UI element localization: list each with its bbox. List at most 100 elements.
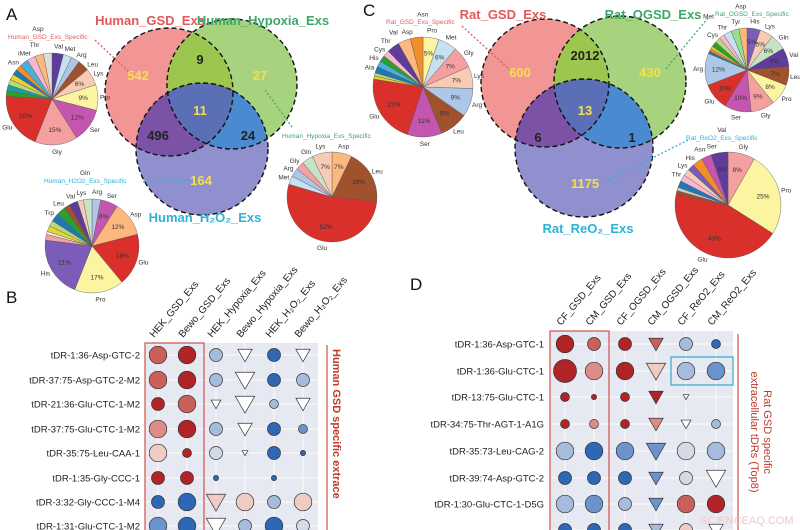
pie-slice-percent: 22% [387, 102, 400, 109]
panel-label-d: D [410, 275, 422, 294]
pie-slice-label: Val [789, 52, 798, 59]
pie-slice-label: Lys [474, 73, 485, 80]
pie-rat-reo2-specific: Rat_ReO2_Exs_Specific Gly 8% Pro 25% Glu 43% Th… [672, 127, 792, 263]
pie-slice-percent: 18% [116, 253, 129, 260]
pie-slice-label: Tyr [731, 19, 741, 26]
dot-triangle [645, 362, 667, 381]
pie-slice-percent: 7% [334, 164, 344, 171]
pie-slice-glu [674, 193, 773, 259]
dot-triangle [705, 469, 727, 488]
pie-rat-gsd-specific: Rat_GSD_Exs_Specific Pro 5% Met 6% Gly 7% Lys 7%… [365, 11, 485, 148]
row-label: tDR-1:36-Asp-GTC-2 [51, 351, 140, 362]
pie-slice-label: Leu [790, 74, 800, 81]
dot-circle [615, 361, 635, 381]
dot-circle [676, 361, 696, 381]
dot-circle [587, 523, 601, 530]
pie-slice-label: Ser [731, 115, 742, 122]
venn-diagram-human: Human_GSD_Exs Human_Hypoxia_Exs Human_H₂… [94, 13, 329, 225]
dot-circle [298, 424, 308, 434]
pie-slice-lys [312, 151, 333, 198]
pie-slice-percent: 8% [765, 84, 775, 91]
pie-slice-label: Gly [52, 149, 63, 156]
pie-human-h2o2-specific: Human_H2O2_Exs_Specific Arg Ser 6% Asp 12% Glu… [41, 170, 149, 303]
pie-slice-percent: 7% [452, 78, 462, 85]
pie-slice-percent: 10% [719, 85, 732, 92]
pie-slice-label: Thr [717, 24, 728, 31]
dot-circle [560, 419, 570, 429]
pie-slice-label: Val [66, 193, 75, 200]
pie-slice-label: Cys [374, 47, 386, 54]
pie-title: Human_H2O2_Exs_Specific [44, 178, 127, 185]
dot-circle [618, 337, 632, 351]
gsd-columns-highlight-box [144, 342, 205, 530]
pie-slice-label: Gly [739, 144, 750, 151]
pie-slice-percent: 9% [79, 95, 89, 102]
pie-slice-label: Pro [95, 296, 106, 303]
pie-slice-asn [410, 36, 424, 88]
pie-slice-label: Ala [365, 64, 375, 71]
venn-set-label-human-h2o2: Human_H₂O₂_Exs [149, 210, 262, 225]
venn-set-label-rat-reo2: Rat_ReO₂_Exs [542, 221, 633, 236]
pie-slice-label: Leu [453, 129, 464, 136]
pie-slice-label: Asp [338, 143, 350, 150]
pie-slice-label: Asn [417, 11, 429, 18]
pie-slice-percent: 6% [99, 213, 109, 220]
row-label: tDR-1:31-Glu-CTC-1-M2 [37, 522, 140, 530]
row-label: tDR-3:32-Gly-CCC-1-M4 [36, 498, 140, 509]
dot-circle [267, 373, 281, 387]
pie-slice-percent: 5% [747, 39, 757, 46]
dot-circle [679, 471, 693, 485]
column-label: Bewo_GSD_Exs [177, 276, 233, 340]
venn-count-hypoxia-h2o2: 24 [241, 128, 256, 143]
pie-slice-label: Ser [420, 141, 431, 148]
pie-slice-glu [91, 234, 140, 283]
pie-slice-pro [727, 158, 782, 234]
pie-slice-label: Glu [369, 114, 380, 121]
dot-circle [177, 345, 197, 365]
dot-triangle [295, 348, 311, 363]
dot-circle [177, 370, 197, 390]
pie-slice-label: Ser [107, 193, 118, 200]
dot-circle [706, 494, 726, 514]
pie-slice-label: His [41, 271, 51, 278]
dot-circle [584, 361, 604, 381]
pie-slice-label: Met [65, 46, 76, 53]
pie-title: Human_GSD_Exs_Specific [8, 34, 88, 41]
pie-slice-gln [82, 198, 93, 247]
pie-slice-percent: 12% [71, 114, 84, 121]
pie-slice-asp [738, 27, 748, 71]
pie-slice-label: Glu [704, 98, 715, 105]
pie-slice-label: Thr [381, 38, 392, 45]
pie-slice-label: Lys [93, 71, 104, 78]
dot-circle [560, 392, 570, 402]
venn-count-gsd-only: 542 [127, 68, 149, 83]
venn-count-rat-all: 13 [578, 103, 592, 118]
pie-slice-percent: 7% [320, 164, 330, 171]
pie-human-hypoxia-specific: Human_Hypoxia_Exs_Specific Asp 7% Leu 19% Glu… [278, 133, 383, 252]
column-label: HEK_GSD_Exs [148, 279, 201, 340]
pie-slice-label: Glu [317, 245, 328, 252]
venn-count-rat-ogsd-reo2: 1 [628, 130, 635, 145]
dot-triangle [205, 517, 227, 530]
pie-slice-label: Gln [80, 170, 91, 177]
dot-circle [618, 523, 632, 530]
panel-label-a: A [6, 5, 18, 24]
pie-slice-label: Lys [765, 24, 776, 31]
row-label: tDR-37:75-Glu-CTC-1-M2 [31, 425, 140, 436]
dot-triangle [648, 523, 664, 530]
dot-circle [296, 519, 310, 530]
dot-circle [558, 471, 572, 485]
pie-slice-label: His [686, 155, 696, 162]
pie-slice-percent: 52% [320, 224, 333, 231]
dot-triangle [295, 397, 311, 412]
pie-title: Human_Hypoxia_Exs_Specific [282, 133, 372, 140]
dot-circle [180, 471, 194, 485]
pie-slice-label: Met [446, 34, 457, 41]
dot-circle [711, 339, 721, 349]
pie-slice-percent: 6% [764, 48, 774, 55]
row-label: tDR-1:36-Glu-CTC-1 [457, 367, 544, 378]
pie-slice [43, 52, 53, 100]
